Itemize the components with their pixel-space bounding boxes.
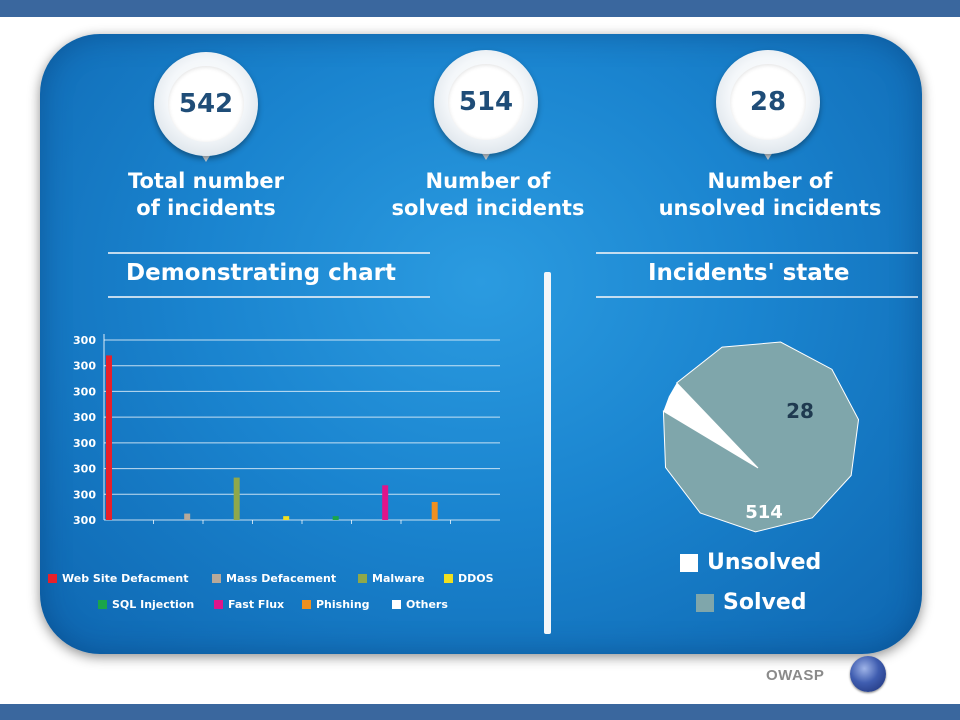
vertical-divider xyxy=(544,272,551,634)
legend-label: DDOS xyxy=(458,572,494,585)
legend-label: Web Site Defacment xyxy=(62,572,189,585)
legend-item-web-site-defacment: Web Site Defacment xyxy=(48,572,188,585)
infographic-panel: 542 514 28 Total number of incidents Num… xyxy=(40,34,922,654)
bar-mass-defacement xyxy=(184,513,191,520)
incident-state-pie-chart: 28 514 xyxy=(662,341,860,533)
y-tick-label: 300 xyxy=(73,360,96,373)
legend-swatch xyxy=(214,600,223,609)
legend-label: Malware xyxy=(372,572,425,585)
stat-pin-solved: 514 xyxy=(434,50,538,162)
legend-item-others: Others xyxy=(392,598,448,611)
pie-data-label-solved: 514 xyxy=(745,502,783,523)
bar-malware xyxy=(233,477,240,520)
legend-item-sql-injection: SQL Injection xyxy=(98,598,194,611)
chart-section-title: Demonstrating chart xyxy=(126,260,396,286)
stat-label-line: Total number xyxy=(127,169,285,193)
stat-label-unsolved: Number of unsolved incidents xyxy=(644,168,896,222)
bar-ddos xyxy=(283,516,290,520)
bar-phishing xyxy=(431,502,438,520)
legend-item-ddos: DDOS xyxy=(444,572,494,585)
pie-legend-unsolved: Unsolved xyxy=(680,550,821,575)
pie-legend-solved: Solved xyxy=(696,590,807,615)
bar-fast-flux xyxy=(382,485,389,520)
legend-label: Others xyxy=(406,598,448,611)
stat-value-solved: 514 xyxy=(448,64,524,140)
pie-slice-solved xyxy=(662,341,860,533)
bar-web-site-defacment xyxy=(106,355,112,520)
bar-sql-injection xyxy=(332,516,339,520)
legend-swatch xyxy=(696,593,714,612)
incident-bar-chart: 300 300 300 300 300 300 300 300 xyxy=(73,334,500,527)
y-tick-label: 300 xyxy=(73,334,96,347)
y-tick-label: 300 xyxy=(73,437,96,450)
pie-slice-unsolved xyxy=(663,382,758,468)
owasp-logo-icon xyxy=(850,656,886,692)
top-banner xyxy=(0,0,960,17)
legend-item-mass-defacement: Mass Defacement xyxy=(212,572,336,585)
legend-label: Solved xyxy=(723,590,807,615)
stat-label-line: unsolved incidents xyxy=(658,196,882,220)
legend-swatch xyxy=(48,574,57,583)
y-tick-label: 300 xyxy=(73,385,96,398)
stat-label-line: Number of xyxy=(707,169,833,193)
legend-label: Unsolved xyxy=(707,550,822,575)
stat-value-total: 542 xyxy=(168,66,244,142)
legend-label: Phishing xyxy=(316,598,370,611)
section-divider xyxy=(596,252,918,254)
legend-swatch xyxy=(680,553,698,572)
state-section-title: Incidents' state xyxy=(648,260,850,286)
legend-item-fast-flux: Fast Flux xyxy=(214,598,284,611)
bottom-banner xyxy=(0,704,960,720)
y-tick-label: 300 xyxy=(73,463,96,476)
stat-label-solved: Number of solved incidents xyxy=(376,168,600,222)
stat-label-line: Number of xyxy=(425,169,551,193)
legend-swatch xyxy=(444,574,453,583)
legend-swatch xyxy=(98,600,107,609)
legend-label: SQL Injection xyxy=(112,598,195,611)
stat-value-unsolved: 28 xyxy=(730,64,806,140)
stat-label-line: of incidents xyxy=(136,196,276,220)
y-tick-label: 300 xyxy=(73,488,96,501)
section-divider xyxy=(108,296,430,298)
section-divider xyxy=(108,252,430,254)
y-tick-label: 300 xyxy=(73,411,96,424)
legend-item-malware: Malware xyxy=(358,572,425,585)
section-divider xyxy=(596,296,918,298)
legend-label: Fast Flux xyxy=(228,598,285,611)
y-tick-label: 300 xyxy=(73,514,96,527)
owasp-logo-text: OWASP xyxy=(766,667,825,684)
legend-swatch xyxy=(392,600,401,609)
legend-swatch xyxy=(212,574,221,583)
legend-swatch xyxy=(302,600,311,609)
pie-data-label-unsolved: 28 xyxy=(786,399,814,423)
stat-label-line: solved incidents xyxy=(391,196,585,220)
stat-label-total: Total number of incidents xyxy=(100,168,312,222)
legend-label: Mass Defacement xyxy=(226,572,337,585)
legend-item-phishing: Phishing xyxy=(302,598,370,611)
stat-pin-total: 542 xyxy=(154,52,258,164)
stat-pin-unsolved: 28 xyxy=(716,50,820,162)
legend-swatch xyxy=(358,574,367,583)
